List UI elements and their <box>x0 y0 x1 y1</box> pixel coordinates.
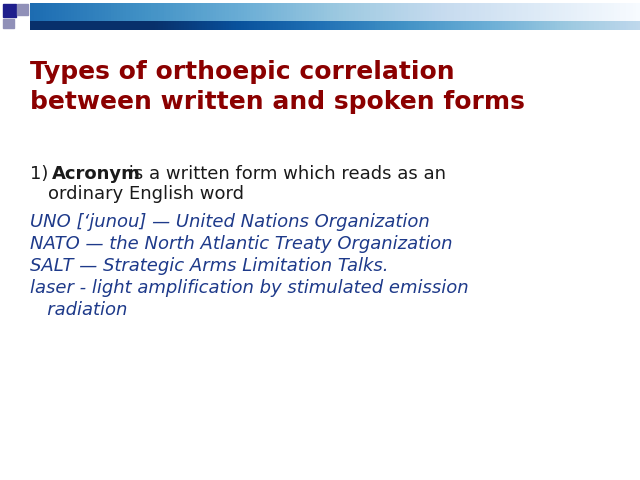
Text: SALT — Strategic Arms Limitation Talks.: SALT — Strategic Arms Limitation Talks. <box>30 257 388 275</box>
Bar <box>3 19 14 28</box>
Text: NATO — the North Atlantic Treaty Organization: NATO — the North Atlantic Treaty Organiz… <box>30 235 452 253</box>
Text: is a written form which reads as an: is a written form which reads as an <box>123 165 446 183</box>
Text: 1): 1) <box>30 165 54 183</box>
Text: laser - light amplification by stimulated emission: laser - light amplification by stimulate… <box>30 279 468 297</box>
Text: radiation: radiation <box>30 301 127 319</box>
Text: Types of orthoepic correlation
between written and spoken forms: Types of orthoepic correlation between w… <box>30 60 525 114</box>
Text: UNO [‘junou] — United Nations Organization: UNO [‘junou] — United Nations Organizati… <box>30 213 429 231</box>
Text: Acronym: Acronym <box>52 165 141 183</box>
Text: ordinary English word: ordinary English word <box>48 185 244 203</box>
Bar <box>3 4 16 17</box>
Bar <box>17 4 28 15</box>
